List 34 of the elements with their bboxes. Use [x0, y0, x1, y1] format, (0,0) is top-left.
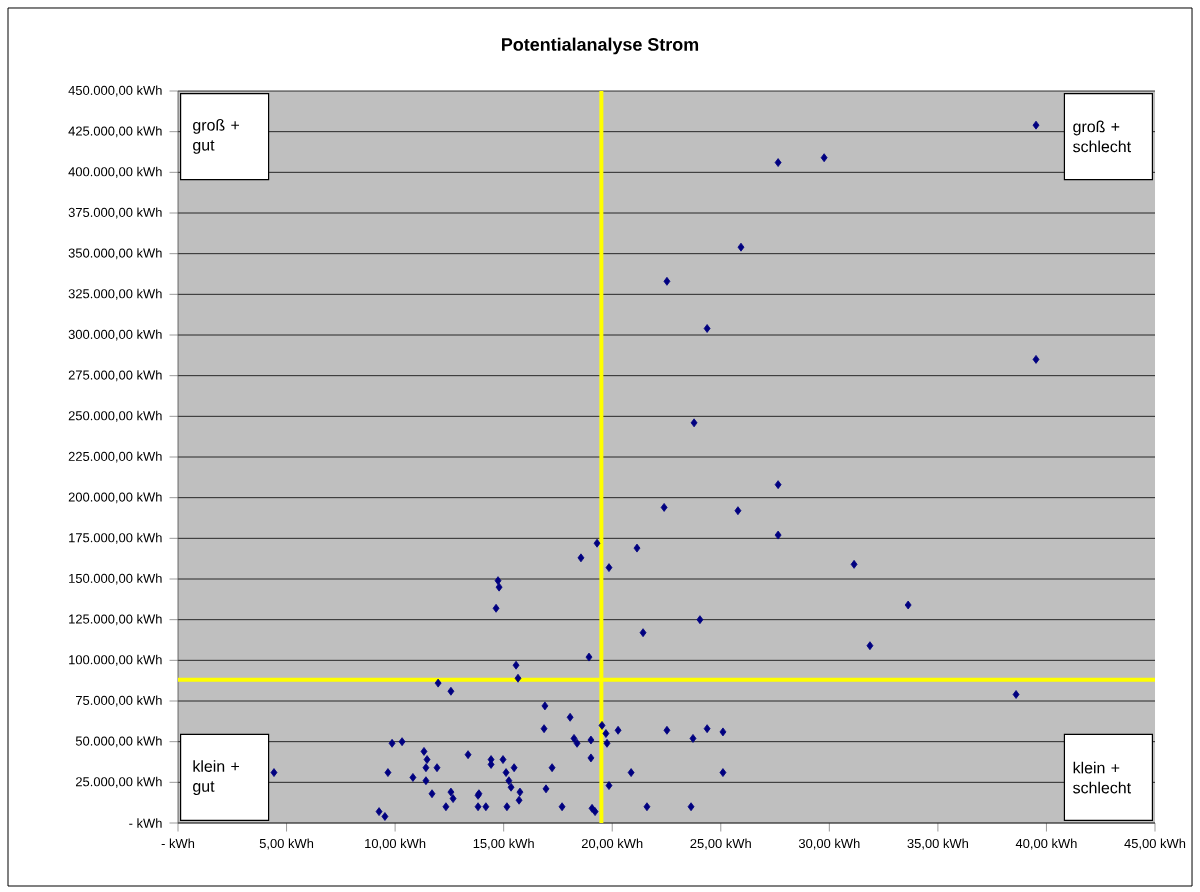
- y-tick-label: 75.000,00 kWh: [75, 695, 162, 707]
- x-tick-label: 15,00 kWh: [473, 838, 534, 850]
- y-tick-label: 50.000,00 kWh: [75, 736, 162, 748]
- y-tick-label: 325.000,00 kWh: [68, 288, 162, 300]
- y-tick-label: 400.000,00 kWh: [68, 166, 162, 178]
- x-tick-label: 40,00 kWh: [1015, 838, 1077, 850]
- x-tick-label: 5,00 kWh: [259, 838, 314, 850]
- x-tick-label: 20,00 kWh: [581, 838, 643, 850]
- x-tick-label: 45,00 kWh: [1124, 838, 1186, 850]
- y-tick-label: 300.000,00 kWh: [68, 329, 162, 341]
- y-tick-label: - kWh: [129, 818, 162, 828]
- annotation: groß + gut: [193, 118, 240, 154]
- y-tick-label: 350.000,00 kWh: [68, 248, 162, 260]
- annotation: groß + schlecht: [1073, 120, 1131, 153]
- y-tick-label: 250.000,00 kWh: [68, 410, 162, 422]
- y-tick-label: 225.000,00 kWh: [68, 451, 162, 463]
- x-tick-label: 10,00 kWh: [365, 838, 426, 850]
- x-tick-label: 25,00 kWh: [690, 838, 751, 850]
- y-tick-label: 25.000,00 kWh: [75, 776, 162, 788]
- y-tick-label: 425.000,00 kWh: [68, 126, 162, 138]
- chart-title: Potentialanalyse Strom: [502, 37, 699, 55]
- y-tick-label: 150.000,00 kWh: [69, 573, 162, 585]
- annotation: klein + gut: [193, 760, 240, 795]
- y-tick-label: 375.000,00 kWh: [68, 207, 162, 219]
- y-tick-label: 125.000,00 kWh: [69, 614, 162, 626]
- x-tick-label: - kWh: [161, 838, 195, 848]
- x-tick-label: 35,00 kWh: [907, 838, 968, 850]
- annotation: klein + schlecht: [1073, 761, 1131, 794]
- x-tick-label: 30,00 kWh: [798, 838, 860, 850]
- y-tick-label: 275.000,00 kWh: [68, 370, 162, 382]
- y-tick-label: 200.000,00 kWh: [68, 492, 162, 504]
- y-tick-label: 175.000,00 kWh: [69, 532, 162, 544]
- y-tick-label: 100.000,00 kWh: [69, 654, 162, 666]
- y-tick-label: 450.000,00 kWh: [68, 85, 162, 97]
